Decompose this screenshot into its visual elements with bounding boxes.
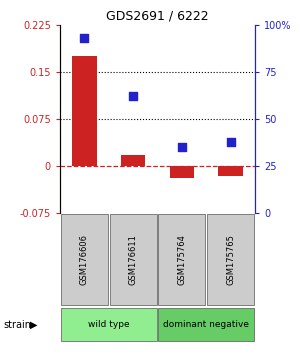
Text: GSM175765: GSM175765 bbox=[226, 234, 235, 285]
Text: dominant negative: dominant negative bbox=[163, 320, 249, 329]
FancyBboxPatch shape bbox=[158, 214, 205, 305]
Point bbox=[131, 93, 136, 99]
Bar bbox=[170, 166, 194, 178]
Text: ▶: ▶ bbox=[30, 320, 38, 330]
Bar bbox=[121, 155, 145, 166]
FancyBboxPatch shape bbox=[207, 214, 254, 305]
Point bbox=[179, 144, 184, 150]
FancyBboxPatch shape bbox=[158, 308, 254, 342]
Text: strain: strain bbox=[3, 320, 31, 330]
FancyBboxPatch shape bbox=[61, 308, 157, 342]
Text: GSM176606: GSM176606 bbox=[80, 234, 89, 285]
Point bbox=[82, 35, 87, 41]
Bar bbox=[72, 56, 97, 166]
FancyBboxPatch shape bbox=[110, 214, 157, 305]
Text: GSM175764: GSM175764 bbox=[177, 234, 186, 285]
Text: GSM176611: GSM176611 bbox=[129, 234, 138, 285]
Text: wild type: wild type bbox=[88, 320, 130, 329]
Point bbox=[228, 139, 233, 144]
Title: GDS2691 / 6222: GDS2691 / 6222 bbox=[106, 9, 209, 22]
FancyBboxPatch shape bbox=[61, 214, 108, 305]
Bar bbox=[218, 166, 243, 176]
